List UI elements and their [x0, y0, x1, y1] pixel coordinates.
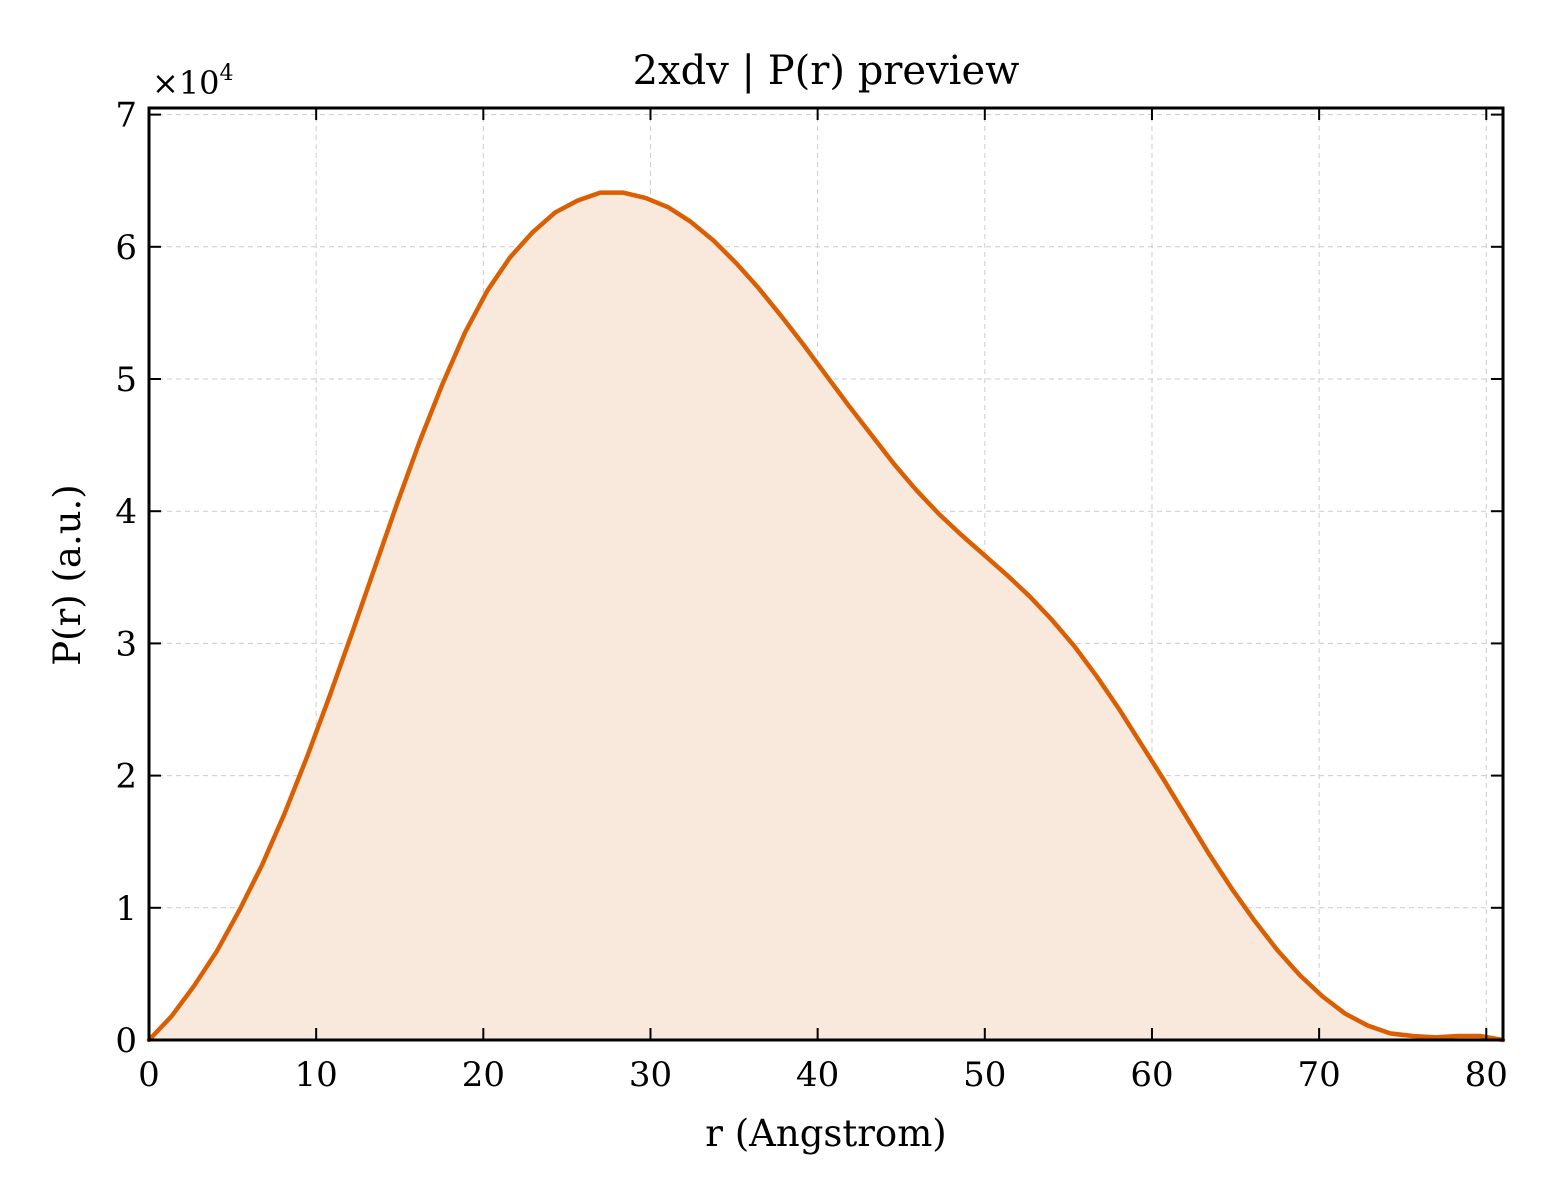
x-tick-label: 60 — [1130, 1055, 1173, 1095]
y-axis-multiplier-exponent: 4 — [220, 61, 234, 86]
y-tick-label: 2 — [115, 757, 137, 797]
y-axis-multiplier: ×104 — [152, 61, 234, 102]
x-tick-label: 70 — [1297, 1055, 1340, 1095]
x-tick-label: 10 — [295, 1055, 338, 1095]
y-tick-label: 3 — [115, 624, 137, 664]
ticks: 0 10 20 30 40 50 60 70 80 0 1 2 3 4 5 6 7 — [115, 96, 1508, 1095]
x-tick-label: 20 — [462, 1055, 505, 1095]
y-tick-label: 5 — [115, 360, 137, 400]
x-tick-label: 30 — [629, 1055, 672, 1095]
x-tick-label: 80 — [1465, 1055, 1508, 1095]
chart-title: 2xdv | P(r) preview — [633, 48, 1020, 94]
y-tick-label: 7 — [115, 96, 137, 136]
x-tick-label: 0 — [138, 1055, 160, 1095]
y-tick-label: 4 — [115, 492, 137, 532]
y-tick-label: 6 — [115, 228, 137, 268]
y-axis-title: P(r) (a.u.) — [46, 484, 89, 666]
y-tick-label: 0 — [115, 1021, 137, 1061]
plot-frame — [147, 106, 1505, 1042]
series-line — [146, 190, 1506, 1043]
x-tick-label: 50 — [963, 1055, 1006, 1095]
x-tick-label: 40 — [796, 1055, 839, 1095]
area-fill — [149, 192, 1503, 1041]
x-axis-title: r (Angstrom) — [705, 1112, 946, 1155]
y-tick-label: 1 — [115, 889, 137, 929]
y-axis-multiplier-base: ×10 — [152, 64, 220, 102]
